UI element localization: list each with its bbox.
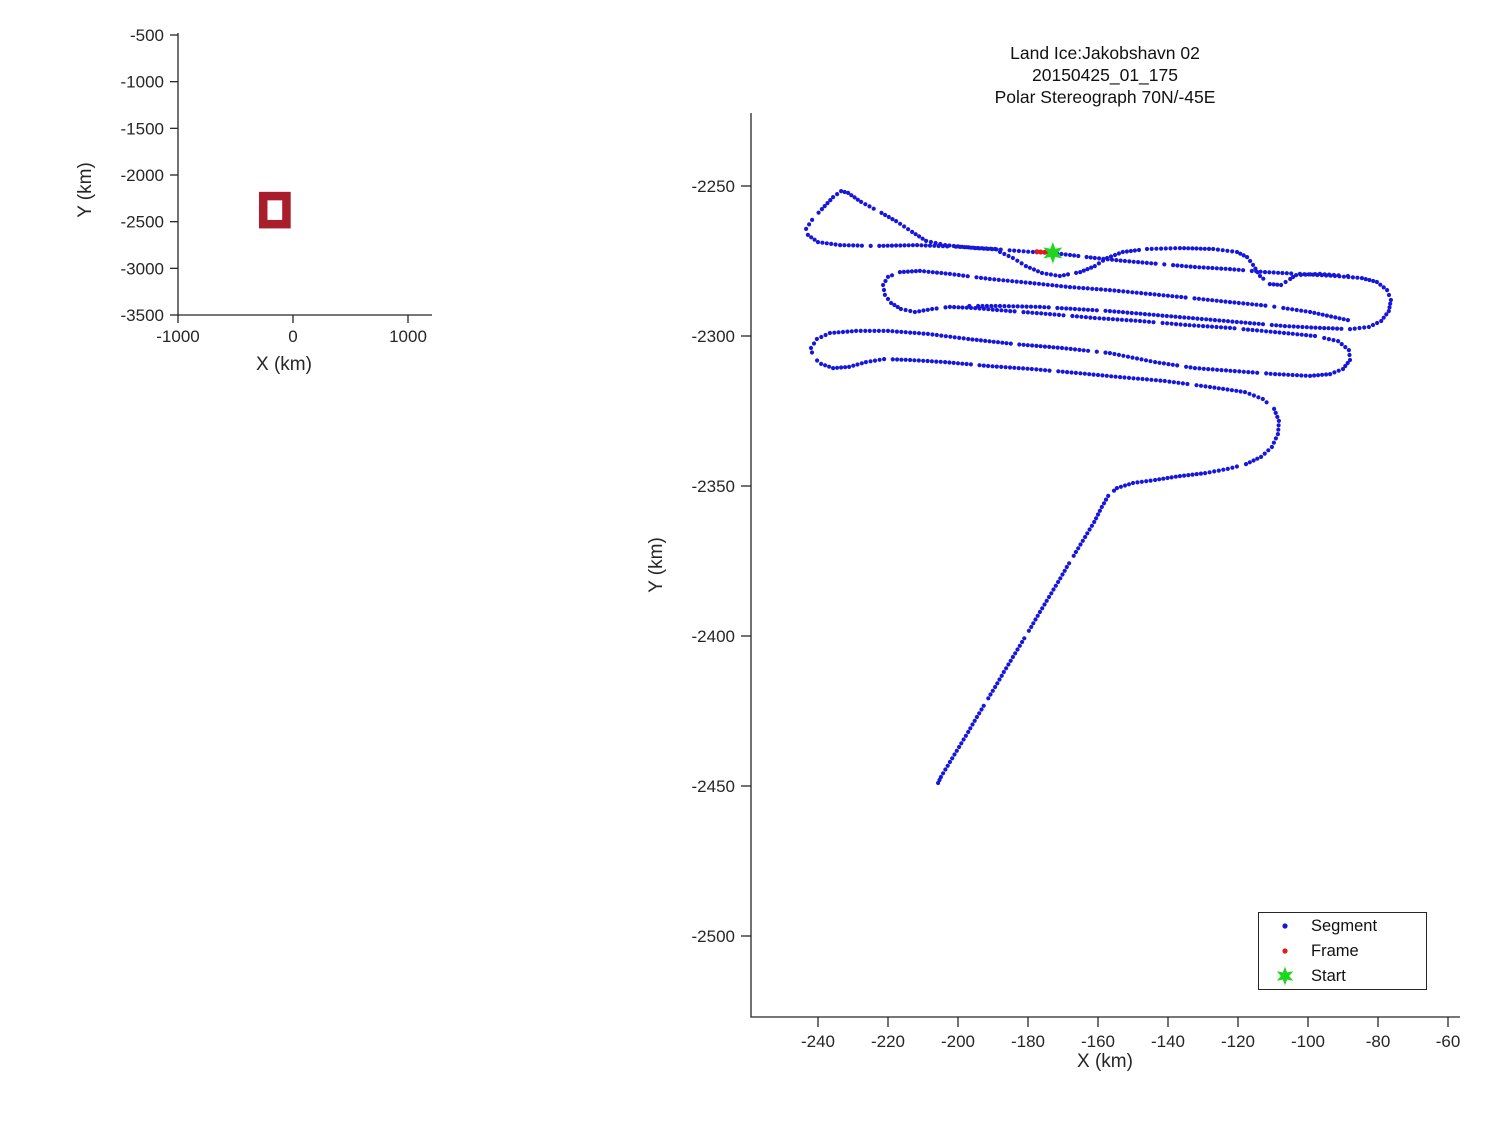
legend-label-start: Start xyxy=(1311,966,1346,985)
main-x-axis-label: X (km) xyxy=(1077,1051,1133,1072)
svg-text:-60: -60 xyxy=(1436,1032,1461,1051)
main-y-axis-label: Y (km) xyxy=(646,537,667,593)
svg-text:-160: -160 xyxy=(1081,1032,1115,1051)
svg-text:-3000: -3000 xyxy=(121,259,164,278)
svg-text:-180: -180 xyxy=(1011,1032,1045,1051)
title-line-1: Land Ice:Jakobshavn 02 xyxy=(1010,43,1200,63)
svg-text:-2500: -2500 xyxy=(121,213,164,232)
svg-text:0: 0 xyxy=(288,327,297,346)
svg-text:-2250: -2250 xyxy=(692,177,735,196)
legend-item-segment: Segment xyxy=(1259,914,1426,938)
start-marker xyxy=(1043,241,1063,264)
svg-text:-80: -80 xyxy=(1366,1032,1391,1051)
title-line-2: 20150425_01_175 xyxy=(1031,65,1178,85)
svg-text:-1500: -1500 xyxy=(121,119,164,138)
segment-dot-icon xyxy=(1259,915,1311,937)
overview-track-extent xyxy=(258,191,291,229)
legend-label-frame: Frame xyxy=(1311,941,1359,960)
legend-item-start: Start xyxy=(1259,964,1426,988)
svg-text:-1000: -1000 xyxy=(121,73,164,92)
svg-text:-100: -100 xyxy=(1291,1032,1325,1051)
svg-text:-2450: -2450 xyxy=(692,777,735,796)
flight-plot-axes: -240 -220 -200 -180 -160 -140 -120 -100 -80 -60 -2… xyxy=(692,113,1461,1051)
svg-text:1000: 1000 xyxy=(389,327,427,346)
plot-title: Land Ice:Jakobshavn 02 20150425_01_175 P… xyxy=(995,42,1216,108)
start-hexagram-icon xyxy=(1259,964,1311,988)
svg-text:-2400: -2400 xyxy=(692,627,735,646)
svg-text:-2500: -2500 xyxy=(692,927,735,946)
svg-text:-3500: -3500 xyxy=(121,306,164,325)
segment-dots xyxy=(804,189,1393,786)
svg-text:-120: -120 xyxy=(1221,1032,1255,1051)
legend-item-frame: Frame xyxy=(1259,939,1426,963)
overview-x-axis-label: X (km) xyxy=(256,354,312,375)
overview-plot-axes: -1000 0 1000 -500 -1000 -1500 -2000 -2500 -3000 -… xyxy=(121,26,432,346)
svg-text:-240: -240 xyxy=(801,1032,835,1051)
svg-text:-1000: -1000 xyxy=(156,327,199,346)
svg-text:-500: -500 xyxy=(130,26,164,45)
svg-text:-140: -140 xyxy=(1151,1032,1185,1051)
legend: Segment Frame Start xyxy=(1258,912,1427,990)
svg-text:-200: -200 xyxy=(941,1032,975,1051)
frame-dot-icon xyxy=(1259,940,1311,962)
svg-text:-2000: -2000 xyxy=(121,166,164,185)
svg-text:-2300: -2300 xyxy=(692,327,735,346)
svg-text:-2350: -2350 xyxy=(692,477,735,496)
overview-y-axis-label: Y (km) xyxy=(75,162,96,218)
legend-label-segment: Segment xyxy=(1311,916,1378,935)
svg-text:-220: -220 xyxy=(871,1032,905,1051)
title-line-3: Polar Stereograph 70N/-45E xyxy=(994,87,1216,107)
